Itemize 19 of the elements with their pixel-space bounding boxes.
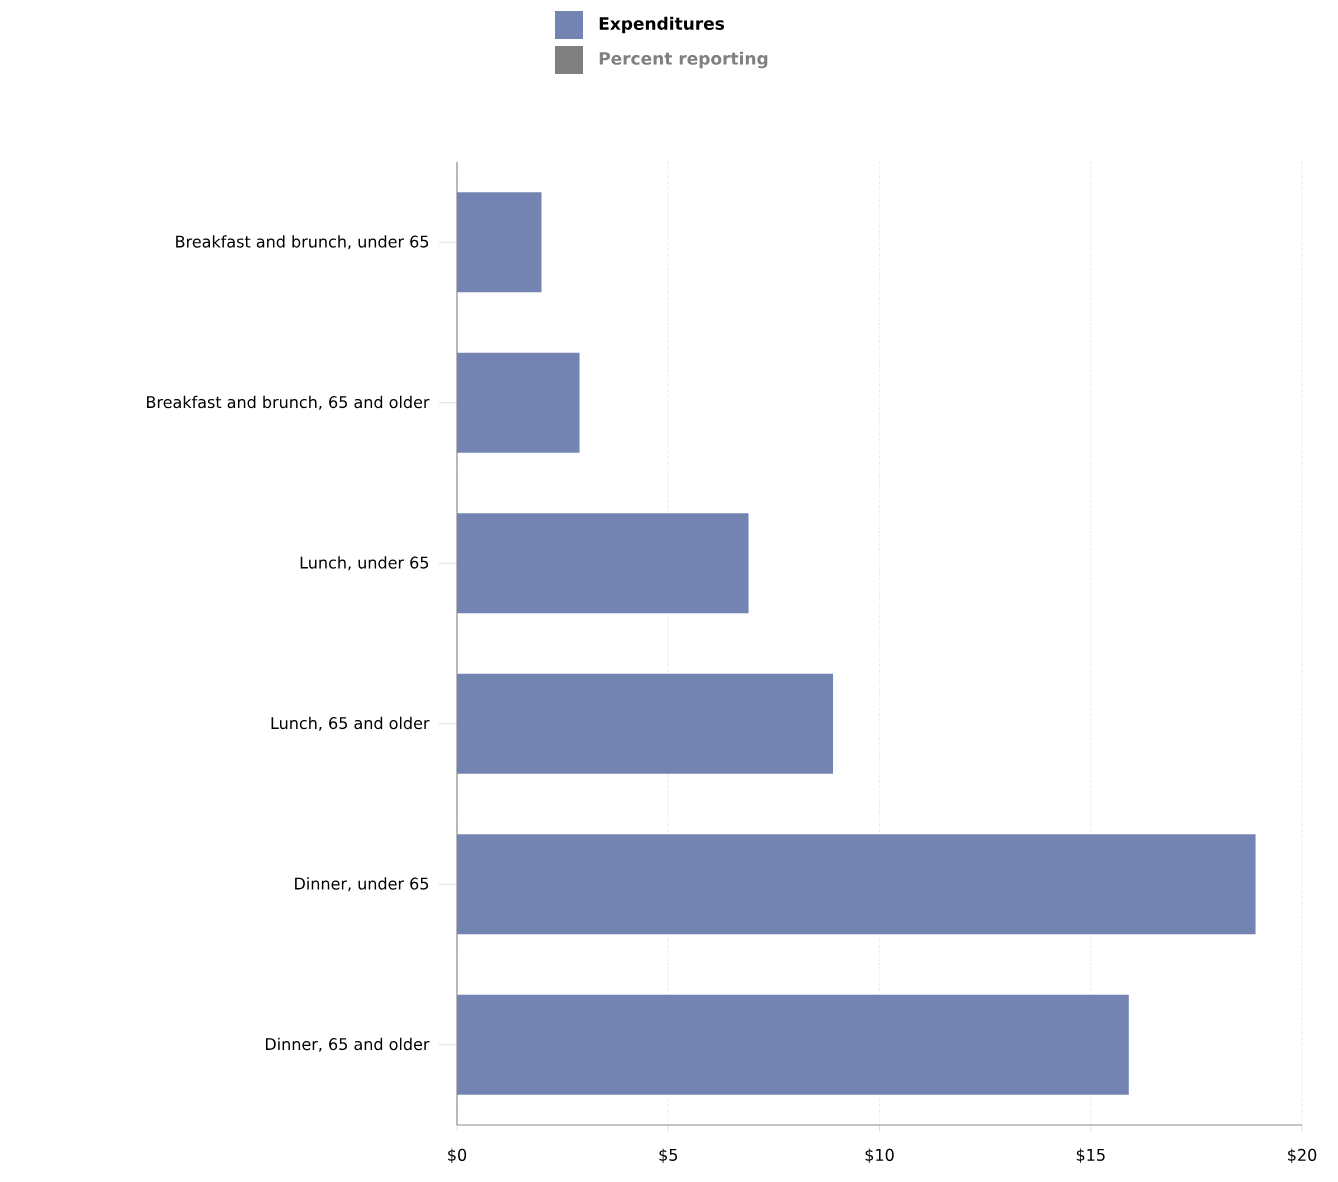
x-tick-label: $0 [448, 1148, 467, 1164]
y-tick-label: Lunch, under 65 [300, 556, 429, 571]
y-tick-label: Breakfast and brunch, 65 and older [147, 395, 430, 410]
legend-label: Expenditures [599, 16, 725, 34]
x-tick-label: $20 [1288, 1148, 1317, 1164]
y-tick-label: Lunch, 65 and older [271, 716, 430, 731]
x-tick-label: $10 [865, 1148, 894, 1164]
x-tick-label: $15 [1076, 1148, 1105, 1164]
bar [457, 352, 580, 453]
bar [457, 513, 749, 614]
y-tick-label: Breakfast and brunch, under 65 [176, 235, 429, 250]
bar [457, 673, 834, 774]
bar [457, 994, 1129, 1095]
y-tick-label: Dinner, under 65 [295, 877, 429, 892]
legend-label: Percent reporting [599, 51, 768, 69]
bar [457, 834, 1256, 935]
y-tick-label: Dinner, 65 and older [265, 1037, 430, 1052]
bar [457, 192, 542, 293]
x-tick-label: $5 [659, 1148, 678, 1164]
